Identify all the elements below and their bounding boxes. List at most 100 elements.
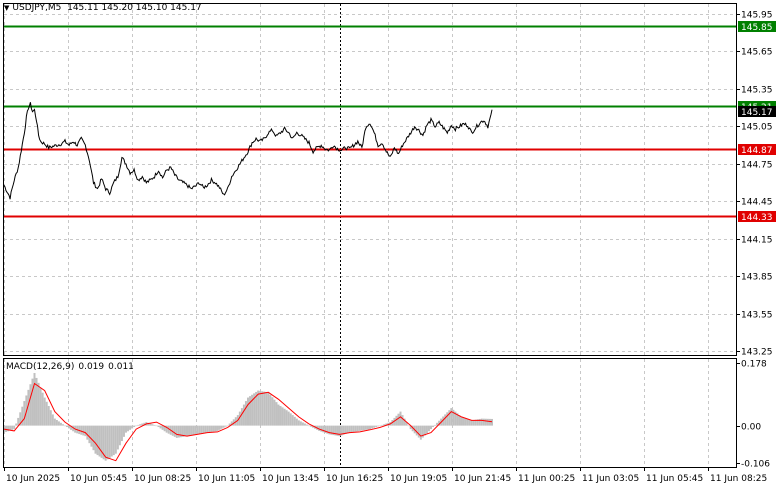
macd-histogram-bar bbox=[277, 404, 280, 426]
macd-histogram-bar bbox=[366, 425, 369, 430]
macd-histogram-bar bbox=[216, 425, 219, 431]
macd-histogram-bar bbox=[279, 405, 282, 426]
macd-histogram-bar bbox=[478, 418, 481, 426]
macd-main-value: 0.019 bbox=[78, 362, 105, 372]
macd-histogram-bar bbox=[232, 419, 235, 426]
chart-header: ▼ USDJPY,M5 145.11 145.20 145.10 145.17 bbox=[4, 3, 202, 13]
macd-y-tick-label: -0.106 bbox=[741, 460, 770, 470]
macd-histogram-bar bbox=[153, 424, 156, 426]
macd-histogram-bar bbox=[381, 424, 384, 426]
macd-histogram-bar bbox=[417, 425, 420, 438]
x-tick-label: 10 Jun 11:05 bbox=[198, 474, 255, 484]
macd-histogram-bar bbox=[299, 421, 302, 426]
macd-histogram-bar bbox=[293, 416, 296, 426]
macd-histogram-bar bbox=[141, 423, 144, 426]
macd-histogram-bar bbox=[51, 414, 54, 426]
macd-histogram-bar bbox=[66, 425, 69, 428]
macd-histogram-bar bbox=[179, 425, 182, 438]
macd-histogram-bar bbox=[491, 418, 493, 426]
macd-histogram-bar bbox=[452, 409, 455, 426]
y-tick-label: 144.45 bbox=[741, 198, 773, 208]
macd-histogram-bar bbox=[33, 373, 36, 426]
macd-histogram-bar bbox=[218, 425, 221, 430]
macd-histogram-bar bbox=[68, 425, 71, 429]
triangle-down-icon[interactable]: ▼ bbox=[4, 4, 10, 12]
x-tick-label: 11 Jun 03:05 bbox=[582, 474, 639, 484]
macd-histogram-bar bbox=[72, 425, 75, 432]
macd-histogram-bar bbox=[427, 425, 430, 432]
symbol-timeframe: USDJPY,M5 bbox=[12, 3, 62, 13]
macd-histogram-bar bbox=[11, 425, 14, 430]
macd-histogram-bar bbox=[125, 425, 127, 433]
macd-histogram-bar bbox=[90, 425, 93, 447]
macd-histogram-bar bbox=[438, 420, 441, 426]
macd-histogram-bar bbox=[265, 391, 268, 426]
macd-histogram-bar bbox=[405, 422, 408, 426]
macd-histogram-bar bbox=[21, 406, 24, 426]
y-tick-label: 143.85 bbox=[741, 273, 773, 283]
macd-histogram-bar bbox=[249, 396, 252, 426]
macd-histogram-bar bbox=[64, 425, 66, 427]
macd-histogram-bar bbox=[94, 425, 97, 454]
macd-histogram-bar bbox=[470, 420, 473, 426]
macd-histogram-bar bbox=[480, 418, 483, 426]
macd-histogram-bar bbox=[271, 397, 274, 426]
macd-histogram-bar bbox=[43, 397, 46, 426]
macd-histogram-bar bbox=[472, 420, 475, 426]
macd-histogram-bar bbox=[84, 425, 87, 437]
x-tick-label: 11 Jun 08:25 bbox=[710, 474, 767, 484]
level-label: 144.33 bbox=[741, 213, 773, 223]
macd-histogram-bar bbox=[308, 425, 310, 427]
price-line bbox=[3, 102, 493, 200]
macd-histogram-bar bbox=[120, 425, 123, 442]
macd-histogram-bar bbox=[135, 425, 138, 427]
macd-histogram-bar bbox=[15, 423, 18, 426]
macd-histogram-bar bbox=[181, 425, 184, 437]
macd-histogram-bar bbox=[446, 412, 449, 426]
y-tick-label: 143.55 bbox=[741, 311, 773, 321]
macd-histogram-bar bbox=[37, 382, 40, 426]
macd-histogram-bar bbox=[7, 425, 10, 432]
macd-histogram-bar bbox=[377, 425, 380, 427]
macd-histogram-bar bbox=[23, 401, 26, 426]
macd-histogram-bar bbox=[96, 425, 99, 456]
macd-histogram-bar bbox=[468, 419, 471, 426]
macd-histogram-bar bbox=[98, 425, 101, 457]
macd-histogram-bar bbox=[137, 424, 140, 426]
macd-histogram-bar bbox=[287, 411, 290, 426]
macd-histogram-bar bbox=[157, 425, 160, 428]
macd-histogram-bar bbox=[362, 425, 365, 431]
macd-histogram-bar bbox=[19, 412, 22, 426]
macd-histogram-bar bbox=[364, 425, 367, 430]
macd-histogram-bar bbox=[411, 425, 414, 432]
macd-histogram-bar bbox=[486, 418, 489, 426]
macd-histogram-bar bbox=[456, 413, 459, 426]
macd-histogram-bar bbox=[342, 425, 345, 435]
macd-histogram-bar bbox=[251, 394, 254, 426]
macd-histogram-bar bbox=[462, 417, 465, 426]
macd-histogram-bar bbox=[399, 411, 402, 426]
macd-histogram-bar bbox=[267, 392, 270, 426]
y-tick-label: 145.95 bbox=[741, 11, 773, 21]
macd-histogram-bar bbox=[259, 390, 262, 426]
macd-histogram-bar bbox=[202, 425, 205, 434]
macd-histogram-bar bbox=[474, 419, 477, 426]
macd-histogram-bar bbox=[354, 425, 357, 432]
macd-histogram-bar bbox=[356, 425, 359, 432]
macd-histogram-bar bbox=[466, 418, 469, 426]
macd-histogram-bar bbox=[228, 423, 231, 426]
x-tick-label: 11 Jun 00:25 bbox=[518, 474, 575, 484]
macd-histogram-bar bbox=[57, 421, 60, 426]
macd-histogram-bar bbox=[194, 425, 197, 435]
macd-histogram-bar bbox=[289, 413, 292, 426]
macd-histogram-bar bbox=[375, 425, 378, 428]
macd-histogram-bar bbox=[131, 425, 134, 429]
x-tick-label: 10 Jun 21:45 bbox=[454, 474, 511, 484]
y-tick-label: 143.25 bbox=[741, 348, 773, 358]
macd-histogram-bar bbox=[133, 425, 136, 428]
macd-histogram-bar bbox=[39, 387, 42, 426]
macd-histogram-bar bbox=[320, 425, 323, 432]
macd-histogram-bar bbox=[183, 425, 186, 437]
